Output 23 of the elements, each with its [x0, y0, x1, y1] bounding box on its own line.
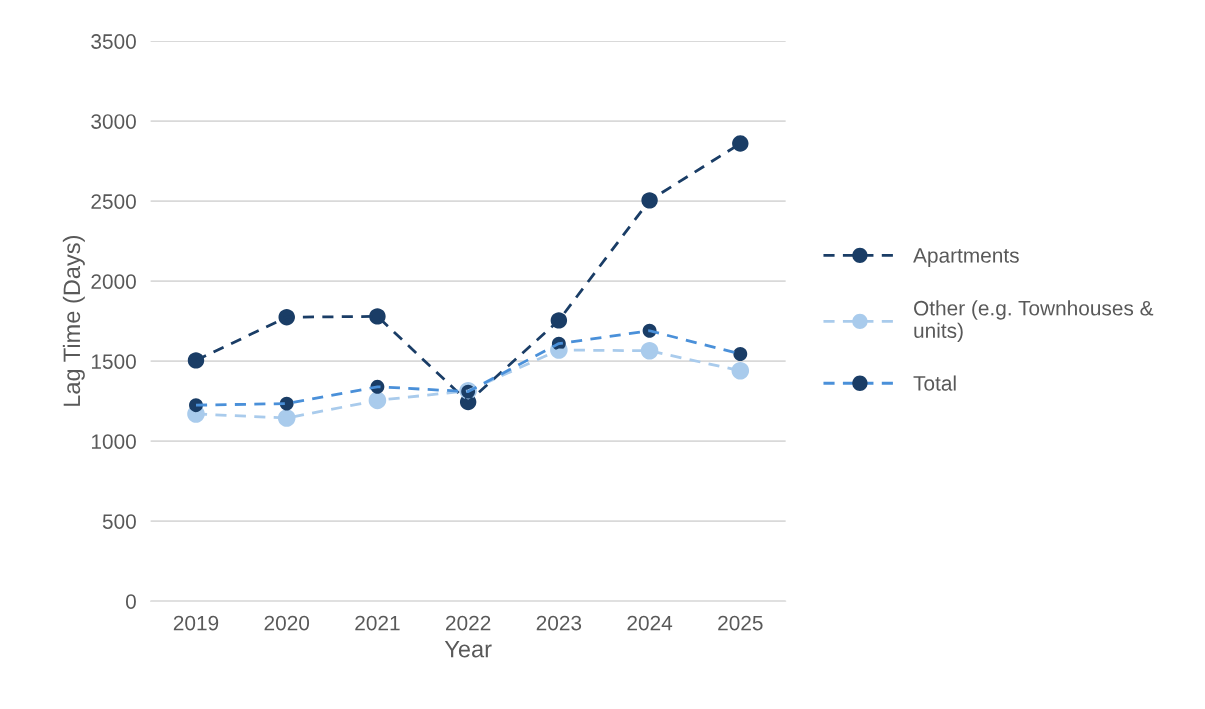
legend-label: Total: [913, 375, 956, 391]
point: [733, 347, 748, 361]
y-axis-title: Lag Time (Days): [62, 236, 85, 406]
x-tick-label: 2019: [173, 615, 219, 631]
legend-label: Apartments: [913, 248, 1019, 267]
x-tick-label: 2025: [718, 615, 763, 631]
x-tick-label: 2021: [355, 615, 400, 631]
legend-label: Other (e.g. Townhouses & units): [914, 300, 1154, 343]
y-tick-label: 2000: [91, 274, 136, 289]
y-tick-label: 2500: [91, 194, 136, 209]
y-tick-label: 500: [102, 514, 136, 529]
x-tick-label: 2020: [264, 615, 310, 631]
y-tick-label: 1000: [91, 434, 136, 449]
y-tick-label: 1500: [91, 354, 136, 369]
point: [732, 135, 749, 152]
x-tick-label: 2022: [446, 615, 491, 631]
y-tick-label: 3000: [91, 114, 136, 129]
y-tick-label: 0: [125, 594, 136, 609]
x-tick-label: 2023: [536, 615, 582, 631]
point: [731, 362, 750, 380]
x-tick-label: 2024: [627, 615, 673, 631]
x-axis-title: Year: [444, 640, 492, 658]
y-tick-label: 3500: [91, 34, 136, 49]
